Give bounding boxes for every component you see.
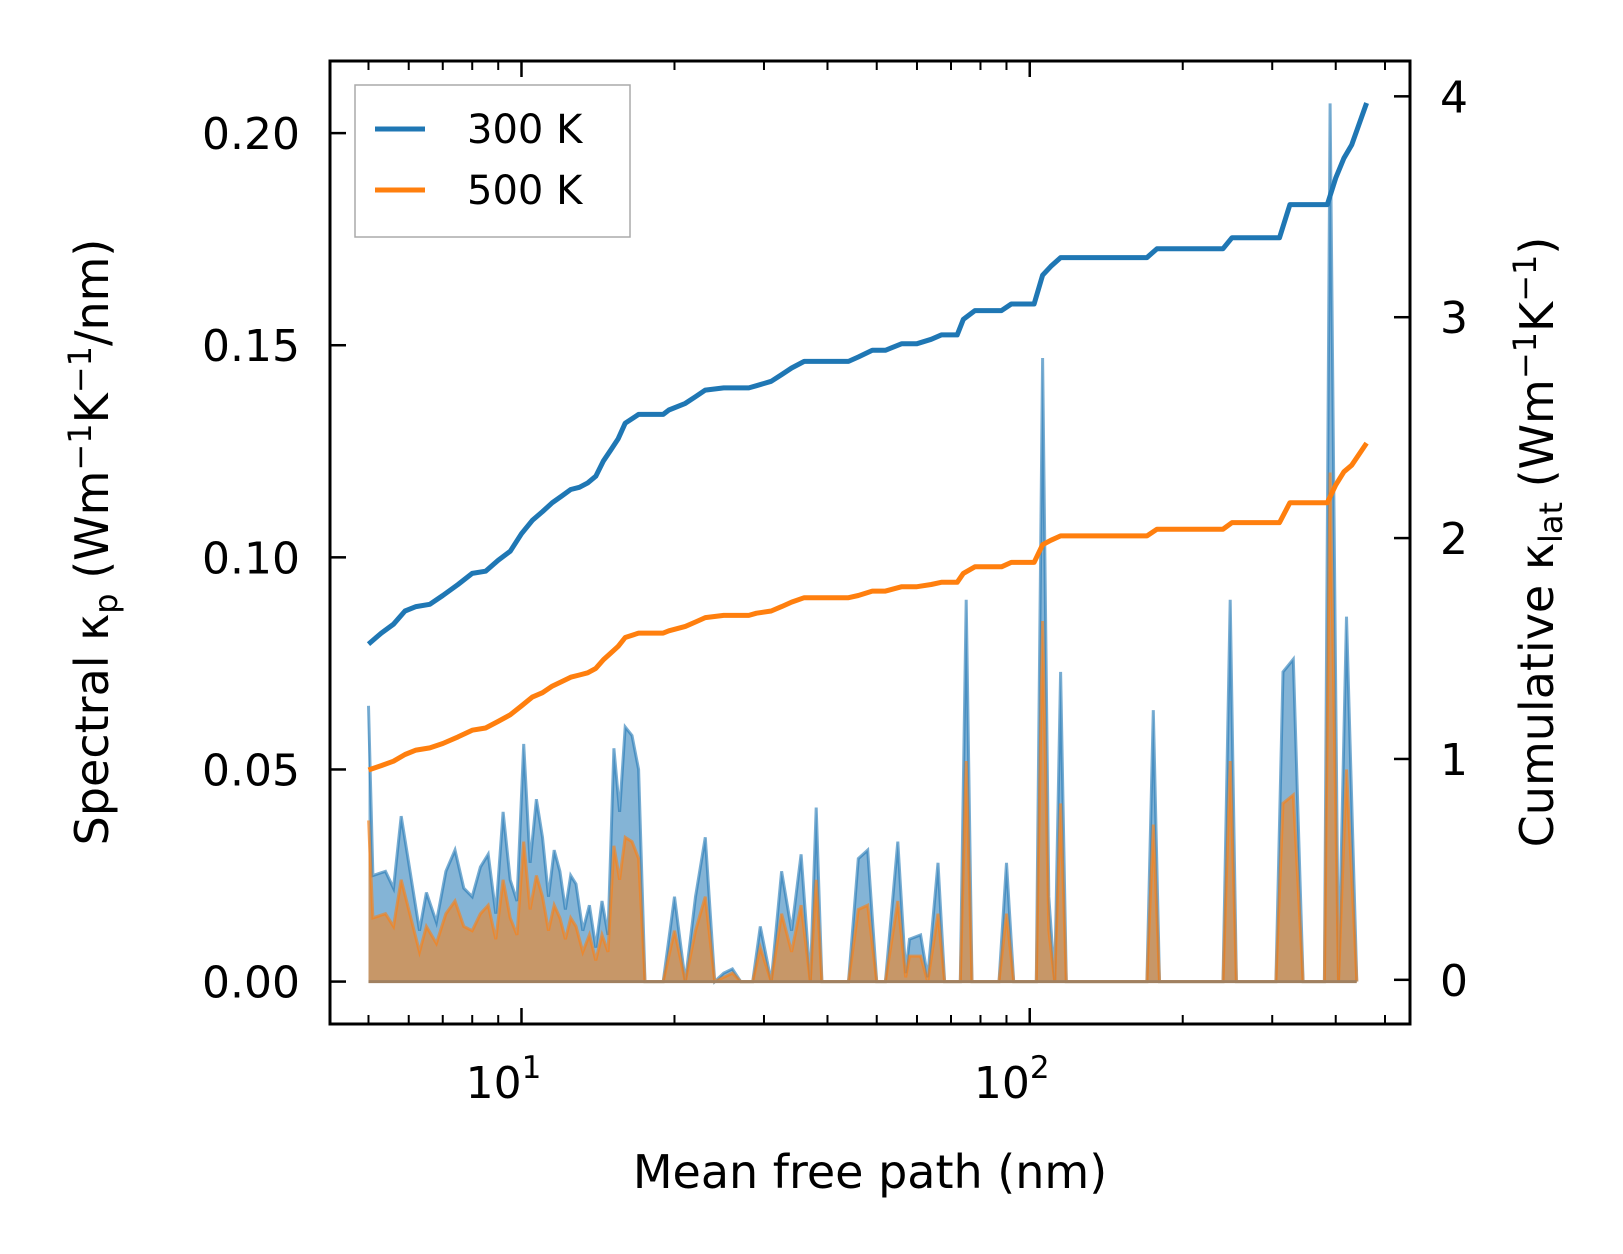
left-axis-title-unit-mid: K: [65, 391, 119, 423]
right-axis-title-unit-mid: K: [1510, 300, 1564, 332]
x-tick-label-0: 101: [466, 1050, 542, 1109]
right-axis-title: Cumulative κlat (Wm−1K−1): [1506, 237, 1570, 848]
right-axis-title-sup1: −1: [1506, 332, 1544, 379]
cumulative-line-300k: [366, 102, 1369, 646]
cumulative-line-500k: [367, 441, 1369, 773]
left-axis-title-unit-open: (Wm: [65, 471, 119, 594]
y-right-tick-label-4: 4: [1440, 72, 1468, 123]
x-tick-label-exp-1: 2: [1030, 1050, 1050, 1086]
y-left-tick-label-1: 0.05: [202, 745, 300, 796]
right-axis-title-unit-close: ): [1510, 237, 1564, 255]
right-axis-title-unit-open: (Wm: [1510, 379, 1564, 502]
spectral-area-500k: [368, 472, 1357, 982]
legend-label-500k: 500 K: [467, 168, 584, 214]
plot-frame: [328, 59, 1412, 1026]
x-axis-title: Mean free path (nm): [633, 1145, 1107, 1199]
y-left-tick-label-3: 0.15: [202, 321, 300, 372]
left-axis-title-unit-close: /nm): [65, 239, 119, 346]
y-right-tick-label-0: 0: [1440, 956, 1468, 1007]
y-left-tick-label-0: 0.00: [202, 958, 300, 1009]
legend: 300 K 500 K: [354, 84, 631, 238]
left-axis-title-sup1: −1: [61, 423, 99, 470]
left-axis-title-main: Spectral κ: [65, 614, 119, 846]
x-tick-label-base-0: 10: [466, 1058, 522, 1109]
left-axis-title-sub: p: [87, 593, 125, 613]
x-tick-label-base-1: 10: [974, 1058, 1030, 1109]
spectral-fill-layer: [367, 103, 1359, 985]
left-axis-title-sup2: −1: [61, 346, 99, 393]
left-axis-title: Spectral κp (Wm−1K−1/nm): [61, 239, 125, 846]
right-axis-title-sub: lat: [1532, 502, 1570, 543]
y-left-tick-label-4: 0.20: [202, 109, 300, 160]
right-axis-title-main: Cumulative κ: [1510, 543, 1564, 847]
legend-box: [354, 84, 631, 238]
cumulative-line-layer: [366, 102, 1369, 773]
tick-layer: [330, 61, 1410, 1024]
y-right-tick-label-2: 2: [1440, 514, 1468, 565]
y-right-tick-label-3: 3: [1440, 293, 1468, 344]
y-right-tick-label-1: 1: [1440, 735, 1468, 786]
legend-label-300k: 300 K: [467, 107, 584, 153]
x-tick-label-1: 102: [974, 1050, 1050, 1109]
y-left-tick-label-2: 0.10: [202, 533, 300, 584]
x-tick-label-exp-0: 1: [522, 1050, 542, 1086]
right-axis-title-sup2: −1: [1506, 255, 1544, 302]
